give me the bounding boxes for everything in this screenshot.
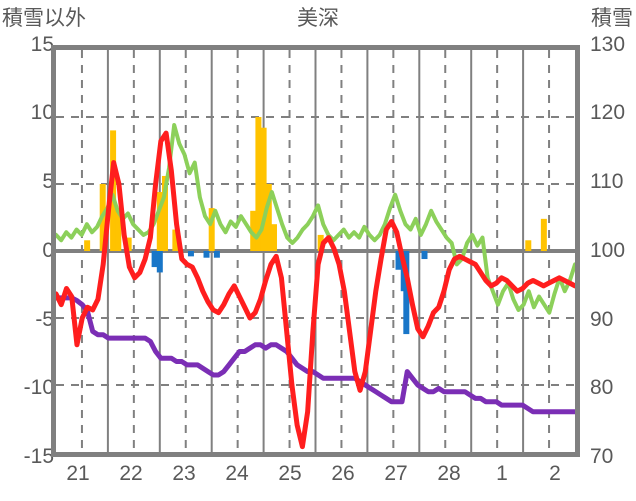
- plot-area: [51, 45, 580, 457]
- y-axis-right-tick-3: 100: [590, 239, 626, 262]
- y-axis-left-tick-2: 5: [42, 170, 54, 193]
- y-axis-left-tick-0: 15: [30, 33, 54, 56]
- x-axis-tick-3: 24: [225, 462, 249, 485]
- y-axis-left-tick-3: 0: [42, 239, 54, 262]
- x-axis-tick-8: 1: [496, 462, 508, 485]
- chart-title: 美深: [297, 7, 339, 30]
- y-axis-left-tick-4: -5: [35, 308, 54, 331]
- y-axis-right-tick-2: 110: [590, 170, 624, 193]
- x-axis-tick-4: 25: [278, 462, 302, 485]
- x-axis-tick-5: 26: [331, 462, 355, 485]
- x-axis-tick-9: 2: [549, 462, 561, 485]
- y-axis-right-tick-6: 70: [590, 445, 614, 468]
- y-axis-right-tick-0: 130: [590, 33, 626, 56]
- y-axis-right-tick-5: 80: [590, 376, 614, 399]
- y-axis-left-tick-5: -10: [23, 376, 54, 399]
- chart-canvas: [56, 50, 575, 452]
- y-axis-right-tick-4: 90: [590, 308, 614, 331]
- y-axis-left-tick-1: 10: [30, 101, 54, 124]
- x-axis-tick-1: 22: [119, 462, 143, 485]
- x-axis-tick-6: 27: [384, 462, 408, 485]
- left-axis-title: 積雪以外: [2, 7, 86, 30]
- y-axis-left-tick-6: -15: [23, 445, 54, 468]
- x-axis-tick-2: 23: [172, 462, 196, 485]
- x-axis-tick-7: 28: [437, 462, 461, 485]
- right-axis-title: 積雪: [591, 7, 633, 30]
- y-axis-right-tick-1: 120: [590, 101, 626, 124]
- x-axis-tick-0: 21: [66, 462, 90, 485]
- plot-inner: [56, 50, 575, 452]
